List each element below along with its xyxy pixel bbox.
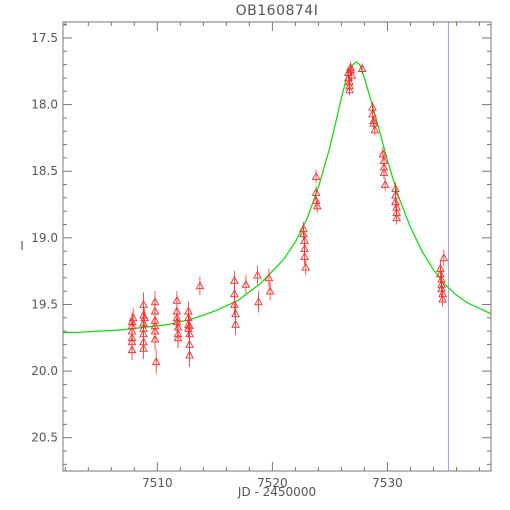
data-point xyxy=(265,286,275,295)
model-curve xyxy=(63,61,492,334)
data-point xyxy=(185,321,194,330)
y-tick-label: 18.0 xyxy=(31,98,58,112)
x-tick-label: 7510 xyxy=(142,476,173,490)
y-tick-label: 19.5 xyxy=(31,297,58,311)
x-tick-label: 7530 xyxy=(372,476,403,490)
data-point xyxy=(438,294,448,303)
y-tick-label: 18.5 xyxy=(31,164,58,178)
data-point xyxy=(195,281,205,290)
plot-frame xyxy=(62,21,492,472)
data-point xyxy=(347,70,357,79)
data-point xyxy=(150,334,160,343)
data-point xyxy=(369,118,379,127)
data-point xyxy=(230,299,239,308)
data-point xyxy=(127,345,137,354)
data-point xyxy=(370,125,380,134)
y-tick-label: 20.0 xyxy=(31,364,58,378)
data-point xyxy=(299,229,308,238)
chart-title: OB160874I xyxy=(236,3,319,19)
data-point xyxy=(368,109,377,118)
data-point xyxy=(254,297,263,306)
data-point xyxy=(311,172,321,180)
data-point xyxy=(151,357,161,366)
data-point xyxy=(139,343,148,352)
data-point xyxy=(253,270,262,279)
y-tick-label: 19.0 xyxy=(31,231,58,245)
data-point xyxy=(264,273,274,282)
data-point xyxy=(140,313,150,322)
data-point xyxy=(357,64,367,72)
x-tick-label: 7520 xyxy=(257,476,288,490)
data-point xyxy=(380,180,390,188)
data-point xyxy=(231,319,240,328)
y-axis-label: I xyxy=(20,239,24,253)
data-point xyxy=(301,262,311,271)
data-point xyxy=(312,201,322,210)
data-point xyxy=(379,168,389,176)
data-point xyxy=(439,253,449,262)
data-point xyxy=(241,279,251,288)
data-point xyxy=(345,85,354,94)
y-tick-label: 20.5 xyxy=(31,431,58,445)
data-point xyxy=(128,313,138,322)
data-point xyxy=(300,251,309,260)
y-tick-label: 17.5 xyxy=(31,31,58,45)
data-point xyxy=(185,350,194,359)
data-point xyxy=(378,149,388,158)
data-point xyxy=(392,213,402,222)
data-point xyxy=(173,333,183,342)
data-point xyxy=(230,275,239,284)
x-axis-label: JD - 2450000 xyxy=(237,485,316,499)
